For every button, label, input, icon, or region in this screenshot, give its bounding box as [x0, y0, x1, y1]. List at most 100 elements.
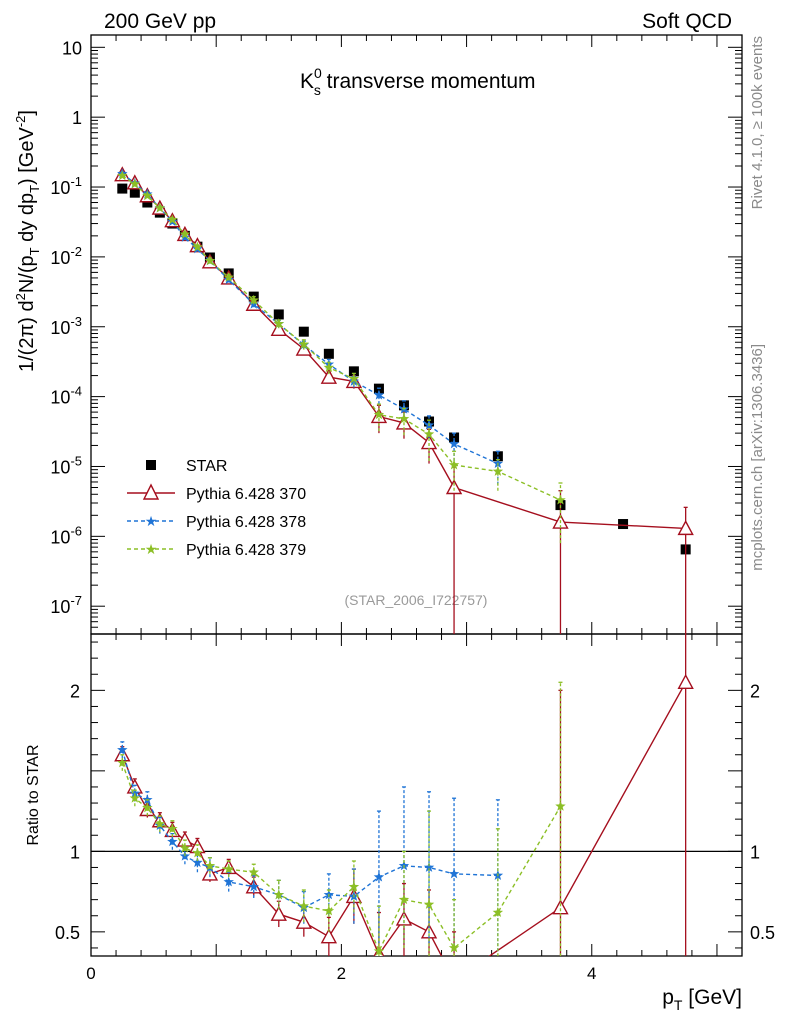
y-tick-exp: -5: [70, 453, 82, 468]
y-tick-exp: -6: [70, 523, 82, 538]
data-point-pythia-6-428-378: [373, 871, 385, 882]
data-point-pythia-6-428-379: [492, 465, 504, 476]
y-tick-exp: -4: [70, 384, 82, 399]
y-tick-label-ratio: 2: [70, 681, 80, 701]
data-point-pythia-6-428-378: [117, 744, 128, 755]
data-point-pythia-6-428-370: [320, 928, 338, 944]
y-tick-exp: -3: [70, 314, 82, 329]
y-tick-exp: -1: [70, 174, 82, 189]
series-pythia-6-428-378: [117, 741, 504, 952]
y-tick-label-ratio-right: 2: [750, 681, 760, 701]
y-tick-base: 10: [50, 178, 70, 198]
data-point-pythia-6-428-378: [192, 857, 203, 868]
data-point-star: [273, 309, 284, 320]
data-point-pythia-6-428-370: [447, 973, 461, 986]
data-point-pythia-6-428-370: [677, 519, 694, 536]
data-point-pythia-6-428-379: [192, 847, 203, 858]
data-point-pythia-6-428-379: [204, 860, 216, 871]
data-point-pythia-6-428-379: [204, 255, 216, 266]
series-line-pythia-6-428-378: [121, 173, 499, 465]
y-tick-exp: -2: [70, 244, 82, 259]
data-point-pythia-6-428-379: [223, 271, 234, 282]
data-point-pythia-6-428-379: [492, 907, 504, 917]
chart-title: K0 s transverse momentum: [300, 65, 536, 98]
y-tick-label-main: 10-3: [50, 314, 82, 338]
data-point-pythia-6-428-379: [373, 945, 385, 956]
data-point-pythia-6-428-378: [248, 881, 259, 892]
data-point-star: [618, 519, 629, 530]
legend-370-marker: [142, 483, 160, 500]
title-k: K: [300, 70, 314, 93]
header-right: Soft QCD: [642, 10, 732, 33]
series-line-pythia-6-428-379: [121, 762, 562, 953]
data-point-pythia-6-428-379: [179, 842, 191, 853]
y-tick-label-main: 10-2: [50, 244, 82, 268]
x-tick-label: 4: [587, 964, 596, 983]
y-tick-base: 10: [50, 597, 70, 617]
ratio-frame: [90, 633, 743, 957]
data-point-pythia-6-428-379: [448, 459, 460, 470]
y-tick-label-main: 10-5: [50, 453, 82, 477]
data-point-pythia-6-428-379: [248, 294, 259, 305]
legend-378-label: Pythia 6.428 378: [186, 514, 306, 531]
data-point-pythia-6-428-379: [273, 318, 285, 329]
data-point-pythia-6-428-378: [448, 868, 460, 879]
data-point-pythia-6-428-370: [445, 479, 463, 495]
y-tick-exp: -7: [70, 593, 82, 608]
data-point-pythia-6-428-370: [552, 899, 569, 915]
y-tick-label-main: 10-1: [50, 174, 82, 198]
svg-text:1/(2π) d2N/(pT dy dpT) [GeV-2: 1/(2π) d2N/(pT dy dpT) [GeV-2]: [13, 110, 42, 372]
data-point-pythia-6-428-378: [179, 231, 191, 242]
series-line-pythia-6-428-378: [121, 749, 498, 909]
data-point-pythia-6-428-379: [223, 863, 234, 874]
ratio-series: [114, 634, 694, 986]
data-point-pythia-6-428-378: [373, 389, 385, 400]
data-point-star: [298, 326, 309, 337]
data-point-pythia-6-428-378: [167, 836, 178, 847]
data-point-pythia-6-428-379: [248, 866, 259, 877]
data-point-pythia-6-428-379: [179, 228, 191, 239]
data-point-pythia-6-428-379: [348, 881, 360, 892]
data-point-star: [142, 197, 153, 208]
y-tick-label-ratio-right: 0.5: [750, 923, 775, 943]
data-point-pythia-6-428-379: [167, 214, 178, 225]
data-point-pythia-6-428-378: [223, 876, 234, 887]
series-line-pythia-6-428-370: [121, 174, 686, 530]
data-point-pythia-6-428-370: [320, 368, 338, 384]
data-point-pythia-6-428-379: [154, 818, 166, 829]
data-point-pythia-6-428-379: [348, 373, 360, 384]
data-point-pythia-6-428-379: [423, 898, 435, 909]
y-tick-label-main: 10-7: [50, 593, 82, 617]
legend-378-marker: ★: [145, 513, 158, 529]
title-sub: s: [314, 82, 321, 98]
data-point-pythia-6-428-379: [298, 338, 310, 349]
legend-379-label: Pythia 6.428 379: [186, 542, 306, 559]
legend: STAR Pythia 6.428 370 ★ Pythia 6.428 378…: [127, 458, 306, 559]
title-sup: 0: [314, 65, 322, 81]
data-point-star: [323, 348, 334, 359]
data-point-pythia-6-428-379: [448, 942, 460, 953]
data-point-star: [492, 451, 503, 462]
y-tick-label-main: 10-6: [50, 523, 82, 547]
y-tick-label-main: 10-4: [50, 384, 82, 408]
y-tick-label-ratio: 0.5: [55, 923, 80, 943]
data-point-star: [117, 183, 128, 194]
data-point-pythia-6-428-379: [142, 802, 153, 813]
legend-pythia-370: Pythia 6.428 370: [127, 483, 306, 503]
data-point-pythia-6-428-379: [555, 494, 566, 505]
main-series: [114, 166, 694, 634]
ratio-ylabel: Ratio to STAR: [25, 744, 42, 845]
data-point-pythia-6-428-370: [270, 905, 287, 921]
data-point-pythia-6-428-379: [323, 905, 335, 916]
y-tick-base: 10: [50, 527, 70, 547]
data-point-pythia-6-428-379: [273, 889, 285, 900]
legend-pythia-378: ★ Pythia 6.428 378: [127, 513, 306, 531]
data-point-pythia-6-428-379: [167, 823, 178, 834]
data-point-pythia-6-428-379: [192, 241, 203, 252]
data-point-pythia-6-428-379: [423, 428, 435, 439]
y-tick-base: 10: [50, 248, 70, 268]
watermark: (STAR_2006_I722757): [345, 592, 488, 608]
data-point-pythia-6-428-379: [373, 409, 385, 420]
